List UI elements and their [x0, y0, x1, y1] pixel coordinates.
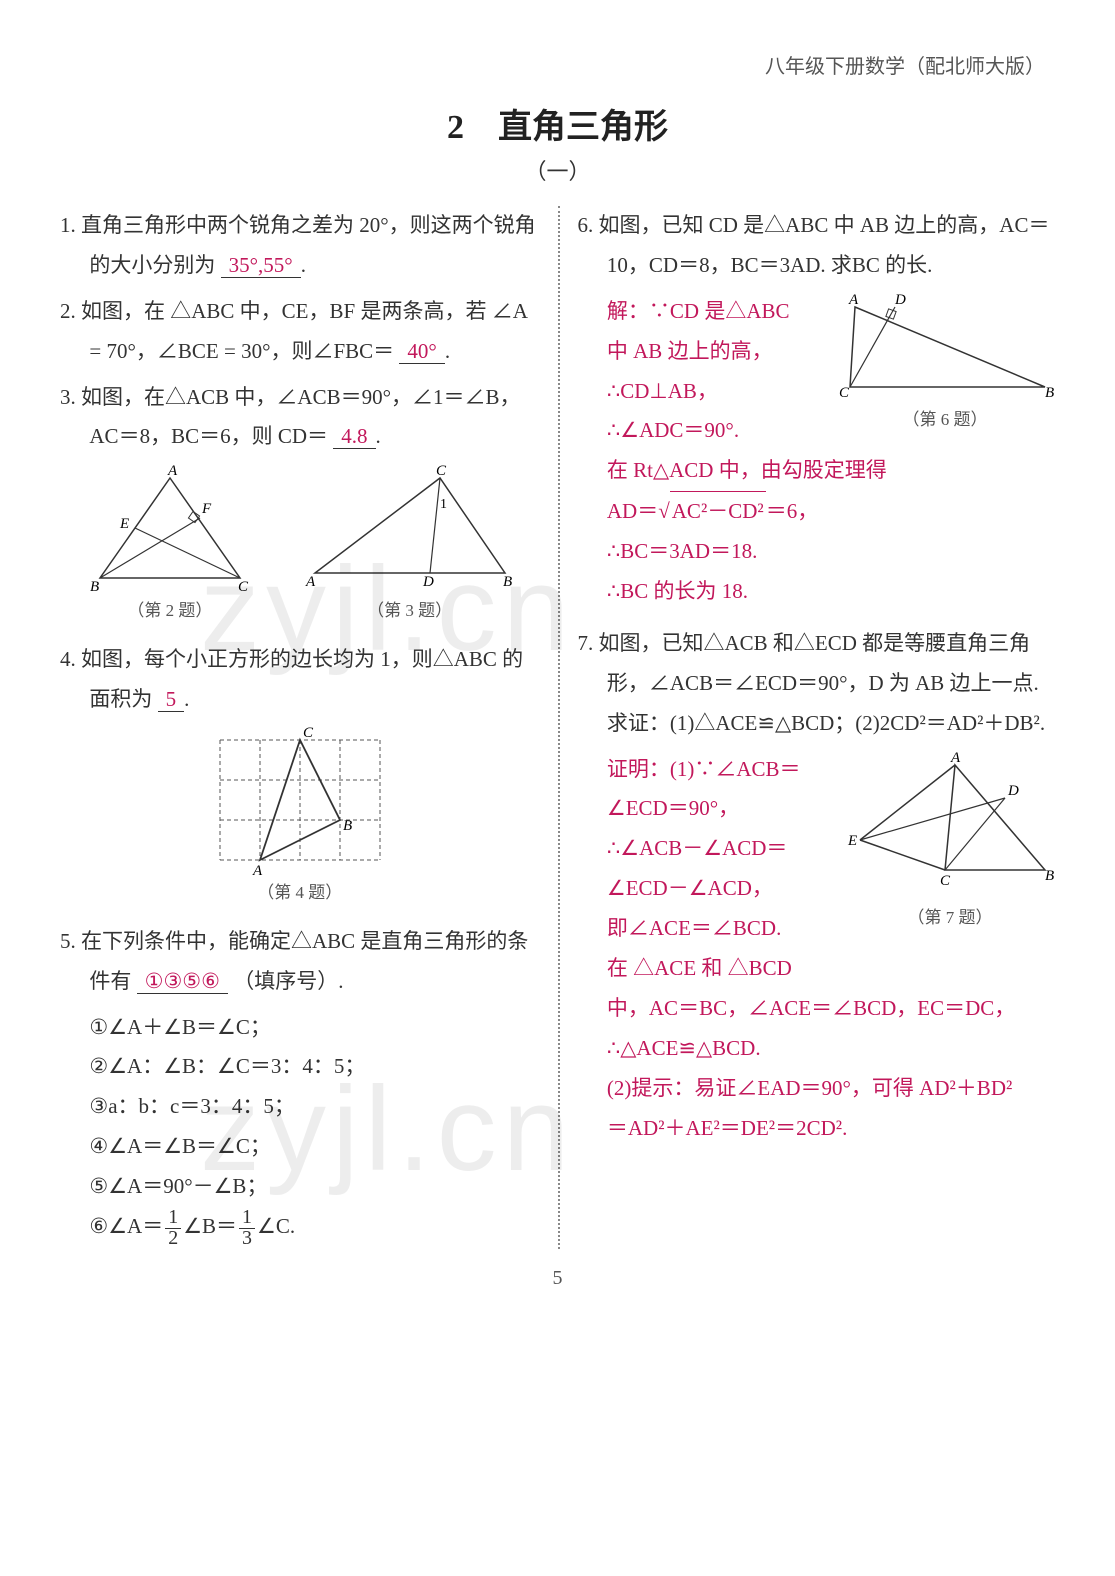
svg-text:C: C	[839, 385, 850, 401]
q5-opt-a: ①∠A＋∠B＝∠C；	[60, 1008, 540, 1048]
problem-5: 5. 在下列条件中，能确定△ABC 是直角三角形的条件有 ①③⑤⑥ （填序号）.	[60, 922, 540, 1002]
page-header: 八年级下册数学（配北师大版）	[60, 50, 1055, 79]
problem-6: 6. 如图，已知 CD 是△ABC 中 AB 边上的高，AC＝10，CD＝8，B…	[578, 206, 1056, 286]
figure-7: A B C D E （第 7 题）	[845, 750, 1055, 946]
right-column: 6. 如图，已知 CD 是△ABC 中 AB 边上的高，AC＝10，CD＝8，B…	[558, 206, 1056, 1249]
q5-opt-c: ③a：b：c＝3：4：5；	[60, 1087, 540, 1127]
fig7-svg: A B C D E	[845, 750, 1055, 900]
q5-opt-e: ⑤∠A＝90°－∠B；	[60, 1167, 540, 1207]
svg-text:A: A	[305, 574, 316, 590]
q5-opt-d: ④∠A＝∠B＝∠C；	[60, 1127, 540, 1167]
svg-text:C: C	[238, 579, 249, 593]
fig2-svg: A B C E F	[80, 463, 260, 593]
svg-text:D: D	[1007, 783, 1019, 799]
q7-sol-7: 中，AC＝BC，∠ACE＝∠BCD，EC＝DC，	[578, 989, 1056, 1029]
q7-sol-9: (2)提示：易证∠EAD＝90°，可得 AD²＋BD²	[578, 1069, 1056, 1109]
q3-answer: 4.8	[333, 424, 375, 449]
section-title: 2 直角三角形	[60, 99, 1055, 148]
q5-opt-b: ②∠A：∠B：∠C＝3：4：5；	[60, 1047, 540, 1087]
caption-6: （第 6 题）	[835, 404, 1055, 436]
q7-sol-8: ∴△ACE≌△BCD.	[578, 1029, 1056, 1069]
svg-text:B: B	[1045, 385, 1054, 401]
caption-7: （第 7 题）	[845, 902, 1055, 934]
caption-3: （第 3 题）	[300, 595, 520, 627]
q4-tail: .	[184, 687, 189, 711]
svg-text:C: C	[303, 725, 314, 741]
q6-text: 6. 如图，已知 CD 是△ABC 中 AB 边上的高，AC＝10，CD＝8，B…	[578, 213, 1050, 277]
svg-text:E: E	[119, 516, 129, 532]
svg-text:C: C	[436, 463, 447, 479]
q7-sol-6: 在 △ACE 和 △BCD	[578, 949, 1056, 989]
q3-tail: .	[376, 424, 381, 448]
q1-answer: 35°,55°	[221, 253, 301, 278]
q6-sol-8: ∴BC 的长为 18.	[578, 572, 1056, 612]
problem-1: 1. 直角三角形中两个锐角之差为 20°，则这两个锐角的大小分别为 35°,55…	[60, 206, 540, 286]
problem-2: 2. 如图，在 △ABC 中，CE，BF 是两条高，若 ∠A = 70°，∠BC…	[60, 292, 540, 372]
svg-text:B: B	[503, 574, 512, 590]
q4-text: 4. 如图，每个小正方形的边长均为 1，则△ABC 的面积为	[60, 647, 523, 711]
problem-3: 3. 如图，在△ACB 中，∠ACB＝90°，∠1＝∠B，AC＝8，BC＝6，则…	[60, 378, 540, 458]
caption-4: （第 4 题）	[205, 877, 395, 909]
figure-4: A B C （第 4 题）	[205, 725, 395, 909]
problem-7: 7. 如图，已知△ACB 和△ECD 都是等腰直角三角形，∠ACB＝∠ECD＝9…	[578, 624, 1056, 744]
figure-3: A B C D 1 （第 3 题）	[300, 463, 520, 639]
fig3-svg: A B C D 1	[300, 463, 520, 593]
fig4-svg: A B C	[205, 725, 395, 875]
page-number: 5	[60, 1267, 1055, 1290]
svg-text:F: F	[201, 501, 212, 517]
svg-text:1: 1	[440, 497, 447, 512]
q5-answer: ①③⑤⑥	[137, 969, 228, 994]
q2-answer: 40°	[399, 339, 444, 364]
figure-6: A D C B （第 6 题）	[835, 292, 1055, 448]
svg-text:B: B	[1045, 868, 1054, 884]
svg-text:B: B	[90, 579, 99, 593]
problem-4: 4. 如图，每个小正方形的边长均为 1，则△ABC 的面积为 5.	[60, 640, 540, 720]
q2-tail: .	[445, 339, 450, 363]
q5-hint: （填序号）.	[233, 969, 343, 993]
figure-2: A B C E F （第 2 题）	[80, 463, 260, 639]
q7-sol-10: ＝AD²＋AE²＝DE²＝2CD².	[578, 1109, 1056, 1149]
q5-opt-f: ⑥∠A＝12∠B＝13∠C.	[60, 1207, 540, 1249]
section-subtitle: （一）	[60, 154, 1055, 186]
q3-text: 3. 如图，在△ACB 中，∠ACB＝90°，∠1＝∠B，AC＝8，BC＝6，则…	[60, 385, 521, 449]
svg-text:A: A	[167, 463, 178, 479]
svg-text:D: D	[422, 574, 434, 590]
q6-sol-5: 在 Rt△ACD 中，由勾股定理得	[578, 451, 1056, 491]
figure-row-23: A B C E F （第 2 题） A B C D	[60, 463, 540, 639]
svg-text:A: A	[950, 750, 961, 766]
caption-2: （第 2 题）	[80, 595, 260, 627]
q2-text: 2. 如图，在 △ABC 中，CE，BF 是两条高，若 ∠A = 70°，∠BC…	[60, 299, 527, 363]
svg-text:A: A	[848, 292, 859, 308]
q7-text: 7. 如图，已知△ACB 和△ECD 都是等腰直角三角形，∠ACB＝∠ECD＝9…	[578, 631, 1046, 735]
svg-text:D: D	[894, 292, 906, 308]
q1-tail: .	[301, 253, 306, 277]
q4-answer: 5	[158, 687, 185, 712]
left-column: 1. 直角三角形中两个锐角之差为 20°，则这两个锐角的大小分别为 35°,55…	[60, 206, 558, 1249]
fig6-svg: A D C B	[835, 292, 1055, 402]
q6-sol-6: AD＝√AC²－CD²＝6，	[578, 491, 1056, 532]
q6-sol-7: ∴BC＝3AD＝18.	[578, 532, 1056, 572]
svg-text:A: A	[252, 863, 263, 875]
svg-text:E: E	[847, 833, 857, 849]
svg-text:B: B	[343, 818, 352, 834]
svg-text:C: C	[940, 873, 951, 889]
